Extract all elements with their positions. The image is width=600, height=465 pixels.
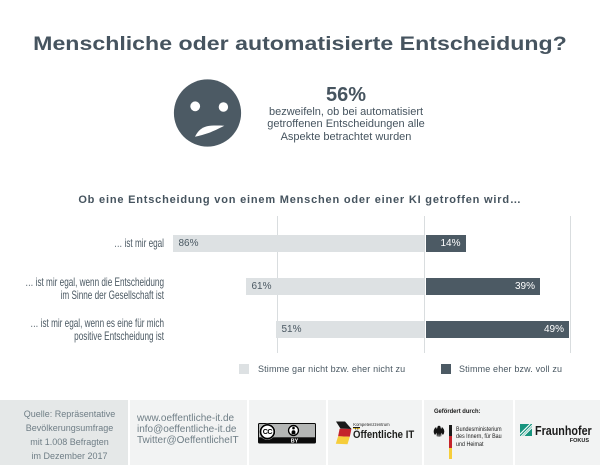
- svg-text:BY: BY: [291, 438, 299, 443]
- svg-text:CC: CC: [263, 427, 273, 436]
